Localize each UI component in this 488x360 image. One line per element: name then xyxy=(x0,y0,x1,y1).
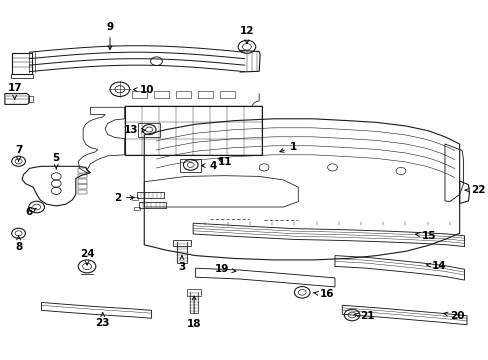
Text: 4: 4 xyxy=(201,161,216,171)
Text: 3: 3 xyxy=(178,256,185,272)
Text: 15: 15 xyxy=(415,231,436,241)
Text: 7: 7 xyxy=(15,145,22,161)
Text: 1: 1 xyxy=(279,142,296,152)
Text: 14: 14 xyxy=(426,261,446,271)
Text: 22: 22 xyxy=(464,185,485,195)
Text: 17: 17 xyxy=(7,83,22,99)
Text: 21: 21 xyxy=(354,311,374,321)
Text: 11: 11 xyxy=(217,157,232,167)
Text: 23: 23 xyxy=(95,312,110,328)
Text: 2: 2 xyxy=(114,193,134,203)
Text: 20: 20 xyxy=(443,311,464,321)
Text: 12: 12 xyxy=(239,26,254,44)
Text: 10: 10 xyxy=(133,85,154,95)
Text: 19: 19 xyxy=(215,264,235,274)
Text: 9: 9 xyxy=(106,22,113,49)
Text: 16: 16 xyxy=(313,289,333,300)
Text: 18: 18 xyxy=(186,296,201,329)
Text: 8: 8 xyxy=(15,236,22,252)
Text: 6: 6 xyxy=(26,207,36,217)
Text: 24: 24 xyxy=(80,249,94,265)
Text: 13: 13 xyxy=(123,125,145,135)
Text: 5: 5 xyxy=(53,153,60,169)
